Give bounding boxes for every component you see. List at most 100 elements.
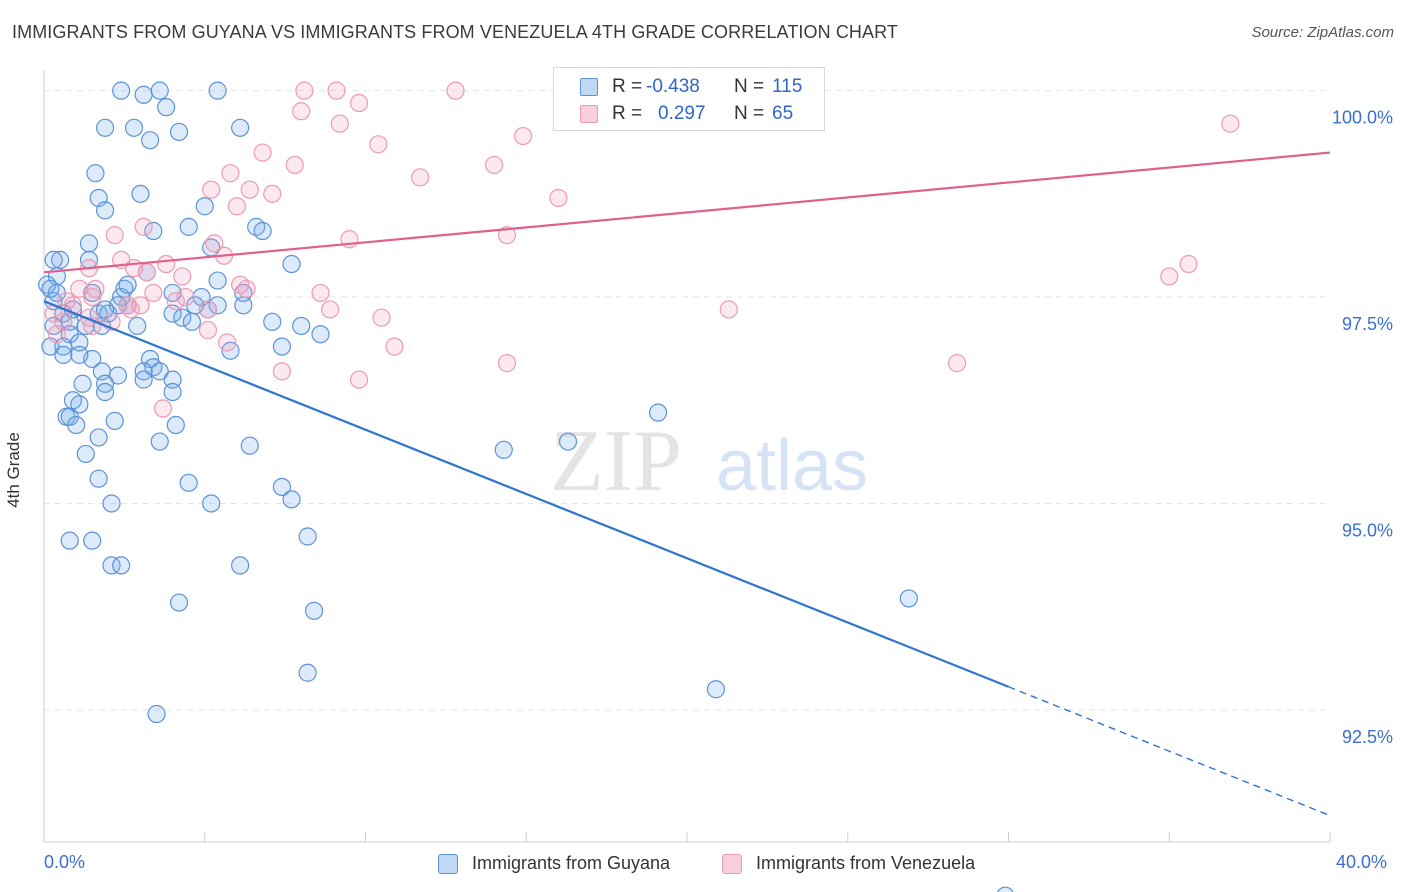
data-point-guyana [102, 494, 121, 513]
data-point-guyana [173, 308, 192, 327]
series-legend: Immigrants from Guyana Immigrants from V… [0, 852, 1406, 878]
data-point-venezuela [947, 354, 967, 373]
legend-row-venezuela: R = 0.297 N = 65 [554, 100, 824, 128]
data-point-venezuela [173, 267, 192, 286]
data-point-venezuela [295, 81, 314, 100]
legend-r-value: 0.297 [658, 103, 706, 124]
data-point-venezuela [549, 188, 568, 208]
data-point-guyana [102, 556, 121, 575]
data-point-venezuela [105, 226, 124, 245]
data-point-guyana [73, 374, 92, 393]
data-point-guyana [179, 473, 198, 492]
data-point-venezuela [47, 325, 66, 344]
trend-line-guyana-extension [1008, 686, 1331, 817]
series-guyana [38, 81, 1014, 892]
data-point-venezuela [385, 337, 404, 356]
data-point-guyana [263, 312, 282, 331]
data-point-venezuela [205, 234, 224, 253]
data-point-guyana [166, 415, 185, 435]
data-point-venezuela [198, 320, 218, 340]
data-point-guyana [128, 316, 147, 336]
data-point-guyana [208, 296, 227, 315]
legend-label-guyana: Immigrants from Guyana [472, 853, 671, 873]
legend-label-venezuela: Immigrants from Venezuela [756, 853, 976, 873]
trend-line-venezuela [43, 151, 1331, 274]
data-point-guyana [282, 490, 301, 509]
data-point-venezuela [166, 292, 185, 311]
data-point-venezuela [349, 370, 369, 389]
data-point-guyana [272, 337, 292, 356]
data-point-venezuela [253, 143, 272, 162]
data-point-guyana [163, 370, 182, 389]
series-venezuela [44, 81, 1240, 418]
data-point-guyana [169, 122, 189, 142]
data-point-guyana [124, 118, 144, 137]
data-point-guyana [134, 85, 153, 104]
data-point-venezuela [121, 300, 140, 319]
data-point-venezuela [327, 81, 346, 100]
data-point-guyana [157, 98, 176, 117]
gridlines [44, 90, 1330, 711]
data-point-guyana [292, 316, 311, 336]
data-point-guyana [86, 164, 105, 183]
data-point-venezuela [272, 362, 292, 381]
data-point-guyana [95, 382, 115, 402]
data-point-guyana [118, 275, 137, 294]
data-point-guyana [282, 254, 301, 274]
trend-line-guyana [43, 300, 1009, 688]
data-point-venezuela [513, 126, 533, 146]
data-point-venezuela [198, 300, 218, 319]
y-tick-label: 95.0% [1342, 520, 1393, 540]
legend-swatch-guyana [438, 854, 458, 874]
correlation-legend: R = -0.438 N = 115 R = 0.297 N = 65 [553, 67, 825, 131]
chart-title: IMMIGRANTS FROM GUYANA VS IMMIGRANTS FRO… [12, 22, 898, 42]
data-point-guyana [108, 366, 128, 385]
data-point-guyana [150, 362, 169, 381]
y-tick-label: 97.5% [1342, 314, 1393, 334]
watermark-zip: ZIP [550, 413, 682, 510]
data-point-venezuela [719, 300, 738, 319]
data-point-guyana [134, 370, 153, 389]
data-point-venezuela [497, 226, 517, 245]
data-point-guyana [89, 469, 108, 488]
data-point-guyana [140, 131, 160, 150]
data-point-venezuela [227, 197, 246, 216]
legend-n-label: N = [734, 103, 765, 124]
data-point-venezuela [70, 279, 89, 298]
data-point-venezuela [292, 102, 311, 121]
data-point-guyana [202, 494, 221, 513]
data-point-venezuela [311, 283, 330, 303]
data-point-guyana [996, 886, 1014, 892]
data-point-venezuela [231, 275, 250, 294]
data-point-venezuela [202, 180, 221, 199]
watermark-atlas: atlas [716, 426, 868, 506]
data-point-guyana [311, 325, 330, 344]
legend-swatch-guyana [580, 78, 598, 96]
legend-n-value: 65 [772, 103, 794, 124]
data-point-guyana [83, 531, 102, 550]
data-point-guyana [234, 296, 253, 315]
data-point-guyana [150, 432, 169, 451]
data-point-guyana [195, 197, 214, 216]
axes [43, 70, 1331, 843]
data-point-guyana [150, 81, 169, 100]
legend-n-value: 115 [772, 76, 803, 97]
data-point-guyana [60, 531, 79, 550]
data-point-guyana [112, 556, 131, 575]
data-point-guyana [231, 118, 250, 137]
legend-swatch-venezuela [722, 854, 742, 874]
trend-lines [43, 151, 1331, 817]
x-tick-label-min: 0.0% [44, 852, 86, 872]
data-point-guyana [298, 663, 317, 682]
data-point-venezuela [218, 333, 237, 352]
x-tick-label-max: 40.0% [1336, 852, 1388, 872]
data-point-guyana [304, 601, 324, 620]
data-point-venezuela [83, 287, 102, 307]
data-point-venezuela [1221, 114, 1240, 133]
data-point-venezuela [240, 180, 259, 199]
data-point-venezuela [411, 168, 430, 187]
data-point-venezuela [1179, 254, 1198, 274]
data-point-venezuela [134, 217, 153, 236]
data-point-guyana [67, 415, 86, 435]
